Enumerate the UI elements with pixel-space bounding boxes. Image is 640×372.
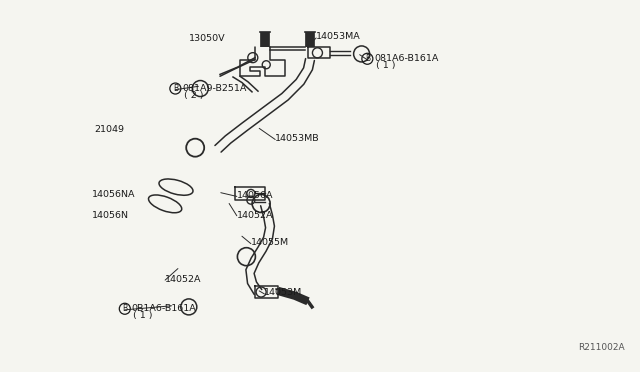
Text: B: B — [365, 54, 370, 63]
Text: 14056A: 14056A — [237, 191, 273, 200]
Text: 0B1A6-B161A: 0B1A6-B161A — [132, 304, 196, 313]
Text: B: B — [122, 304, 127, 313]
Text: 081A9-B251A: 081A9-B251A — [182, 84, 247, 93]
Text: R211002A: R211002A — [579, 343, 625, 352]
Text: 081A6-B161A: 081A6-B161A — [374, 54, 439, 63]
Text: 21049: 21049 — [94, 125, 124, 134]
Text: 14056NA: 14056NA — [92, 190, 135, 199]
Text: ( 2 ): ( 2 ) — [184, 91, 204, 100]
Text: B: B — [173, 84, 178, 93]
Text: 14052A: 14052A — [165, 275, 202, 283]
Text: ( 1 ): ( 1 ) — [133, 311, 152, 320]
Text: 14055M: 14055M — [251, 238, 289, 247]
Text: 14053MB: 14053MB — [275, 134, 320, 143]
Text: 14056N: 14056N — [92, 211, 129, 219]
Text: ( 1 ): ( 1 ) — [376, 61, 395, 70]
Text: 14053M: 14053M — [264, 288, 303, 297]
Text: 13050V: 13050V — [189, 34, 225, 43]
Text: 14052A: 14052A — [237, 211, 273, 219]
Text: 14053MA: 14053MA — [316, 32, 361, 41]
